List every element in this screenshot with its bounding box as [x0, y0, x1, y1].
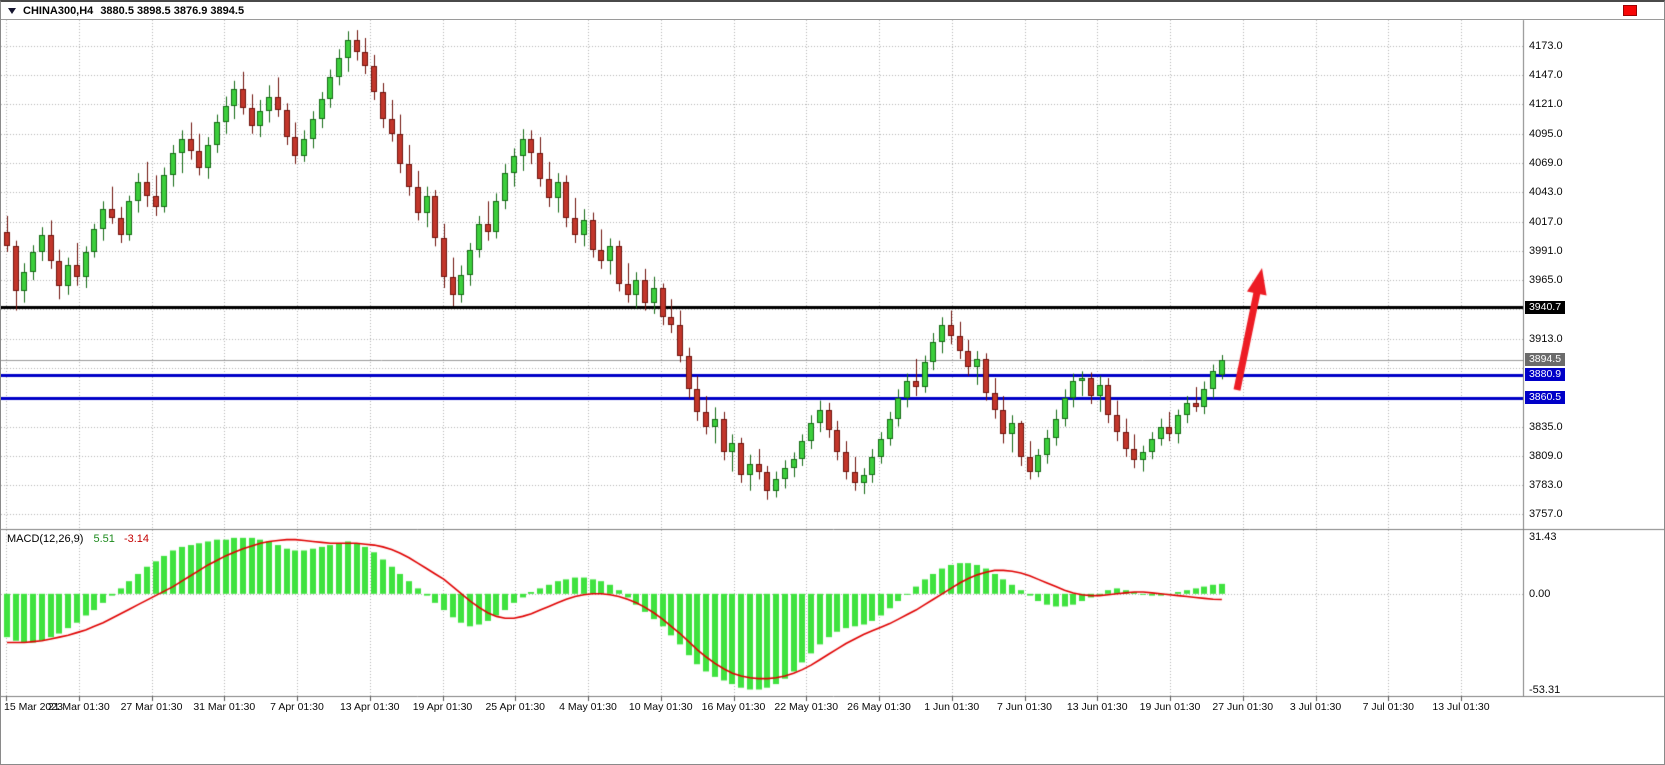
macd-signal-value: -3.14: [123, 533, 150, 545]
symbol-timeframe-label: CHINA300,H4: [23, 4, 94, 17]
macd-indicator-label: MACD(12,26,9): [7, 533, 84, 545]
chart-topbar: CHINA300,H4 3880.5 3898.5 3876.9 3894.5: [1, 2, 1664, 20]
ohlc-readout: 3880.5 3898.5 3876.9 3894.5: [100, 4, 245, 17]
macd-caption: MACD(12,26,9) 5.51 -3.14: [7, 533, 149, 545]
symbol-marker-icon: [8, 7, 16, 14]
macd-main-value: 5.51: [93, 533, 115, 545]
red-square-indicator: [1623, 5, 1637, 16]
